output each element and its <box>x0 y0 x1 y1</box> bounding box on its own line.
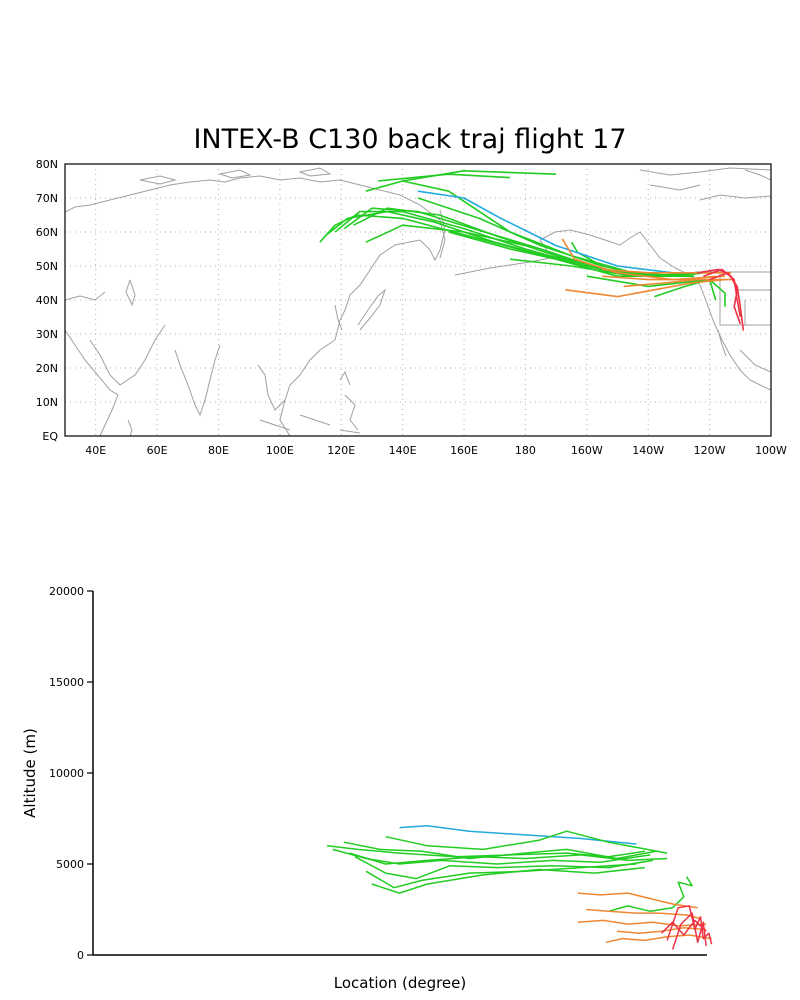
map-trajectory-green <box>510 258 695 277</box>
altitude-trajectories <box>327 825 713 950</box>
map-trajectory-green <box>365 180 686 277</box>
map-trajectory-red <box>703 268 742 318</box>
map-y-tick-label: 80N <box>36 158 58 171</box>
map-y-tick-label: 20N <box>36 362 58 375</box>
altitude-trajectory-green <box>608 876 693 913</box>
altitude-trajectory-orange <box>605 934 712 944</box>
map-trajectory-orange <box>623 278 735 288</box>
map-x-tick-label: 140W <box>632 444 664 457</box>
map-x-tick-label: 160E <box>450 444 478 457</box>
altitude-y-tick-label: 10000 <box>49 767 84 780</box>
map-trajectory-orange <box>565 278 726 298</box>
map-trajectory-orange <box>602 275 716 281</box>
map-trajectory-green <box>365 224 526 247</box>
map-trajectory-green <box>334 210 692 277</box>
map-y-tick-labels: EQ 10N 20N 30N 40N 50N 60N 70N 80N <box>36 158 59 443</box>
map-trajectory-green <box>378 173 511 182</box>
map-trajectory-green <box>402 170 557 182</box>
map-frame <box>64 163 772 437</box>
altitude-y-tick-label: 0 <box>77 949 84 962</box>
map-x-tick-label: 80E <box>208 444 229 457</box>
map-trajectory-red <box>709 272 745 331</box>
map-y-tick-label: EQ <box>42 430 58 443</box>
map-trajectories <box>319 170 745 331</box>
altitude-trajectory-green <box>349 852 668 865</box>
map-title: INTEX-B C130 back traj flight 17 <box>193 124 626 155</box>
map-x-tick-label: 100W <box>755 444 787 457</box>
map-x-tick-labels: 40E 60E 80E 100E 120E 140E 160E 180 160W 140W 120W… <box>85 444 787 457</box>
altitude-trajectory-green <box>365 863 637 889</box>
map-y-tick-label: 10N <box>36 396 58 409</box>
map-x-tick-label: 160W <box>571 444 603 457</box>
altitude-trajectory-orange <box>577 892 698 909</box>
altitude-trajectory-orange <box>586 908 701 920</box>
altitude-trajectory-red <box>671 912 707 950</box>
altitude-y-tick-labels: 0 5000 10000 15000 20000 <box>49 585 93 962</box>
altitude-x-label: Location (degree) <box>334 974 466 992</box>
map-trajectory-green <box>319 214 679 277</box>
altitude-trajectory-red <box>660 919 707 936</box>
map-x-tick-label: 40E <box>85 444 106 457</box>
altitude-trajectory-green <box>343 841 657 860</box>
altitude-y-tick-label: 20000 <box>49 585 84 598</box>
map-x-tick-label: 120E <box>327 444 355 457</box>
altitude-trajectory-green <box>354 856 654 880</box>
map-y-tick-label: 40N <box>36 294 58 307</box>
altitude-trajectory-orange <box>616 926 707 934</box>
map-x-tick-label: 60E <box>147 444 168 457</box>
map-x-tick-label: 140E <box>389 444 417 457</box>
map-y-tick-label: 60N <box>36 226 58 239</box>
map-x-tick-label: 120W <box>694 444 726 457</box>
map-gridlines <box>65 164 772 436</box>
altitude-trajectory-orange <box>577 919 707 927</box>
map-y-tick-label: 70N <box>36 192 58 205</box>
altitude-y-label: Altitude (m) <box>21 728 39 818</box>
map-x-tick-label: 180 <box>515 444 536 457</box>
altitude-y-tick-label: 15000 <box>49 676 84 689</box>
altitude-trajectory-green <box>371 866 645 894</box>
altitude-trajectory-green <box>385 830 668 854</box>
coastlines <box>65 167 771 436</box>
map-y-tick-label: 30N <box>36 328 58 341</box>
altitude-trajectory-cyan <box>399 825 637 845</box>
map-x-tick-label: 100E <box>266 444 294 457</box>
altitude-y-tick-label: 5000 <box>56 858 84 871</box>
map-y-tick-label: 50N <box>36 260 58 273</box>
